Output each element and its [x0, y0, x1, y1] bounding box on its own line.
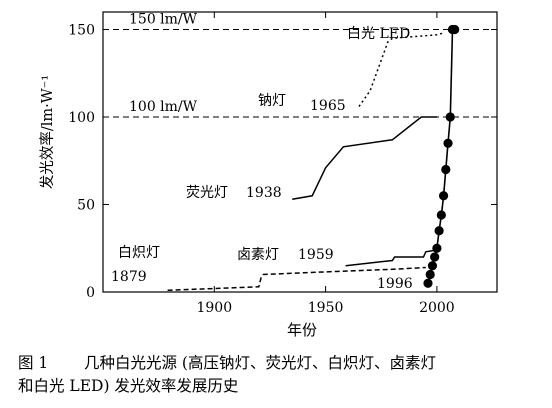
halogen-label: 卤素灯 — [237, 247, 279, 263]
led-data-point — [423, 278, 433, 288]
caption-text-1: 几种白光光源 (高压钠灯、荧光灯、白炽灯、卤素灯 — [84, 354, 436, 372]
y-tick-label: 100 — [68, 110, 95, 126]
caption-text-2: 和白光 LED) 发光效率发展历史 — [18, 377, 239, 395]
efficiency-chart: 150 lm/W 100 lm/W 1900 1950 2000 0 50 100 150 白… — [39, 11, 498, 339]
x-tick-label: 2000 — [419, 300, 455, 316]
incandescent-label: 白炽灯 — [118, 245, 160, 261]
y-tick-label: 0 — [86, 285, 95, 301]
led-data-point — [432, 243, 442, 253]
led-data-point — [436, 210, 446, 220]
led-data-point — [441, 164, 451, 175]
figure-number: 图 1 — [18, 354, 49, 372]
plot-border — [102, 11, 498, 293]
series-line-3 — [358, 32, 444, 107]
plot-frame — [102, 11, 498, 293]
led-data-point — [425, 269, 435, 280]
led-data-point — [430, 252, 440, 262]
incandescent-year-label: 1879 — [111, 269, 147, 285]
led-data-point — [450, 24, 460, 35]
figure-caption-line-2: 和白光 LED) 发光效率发展历史 — [18, 375, 238, 397]
led-data-point — [438, 191, 449, 201]
x-tick-label: 1950 — [308, 300, 344, 316]
y-axis-label: 发光效率/lm·W⁻¹ — [39, 75, 56, 189]
reference-line-label: 100 lm/W — [129, 99, 198, 115]
led-year-label: 1996 — [377, 276, 413, 292]
sodium-label: 钠灯 — [258, 93, 286, 109]
x-tick-label: 1900 — [196, 300, 232, 316]
series-labels: 白炽灯 1879 卤素灯 1959 荧光灯 1938 钠灯 1965 白光 LED 1996 — [111, 26, 413, 292]
fluorescent-year-label: 1938 — [246, 185, 282, 201]
led-data-point — [434, 226, 444, 236]
y-tick-label: 50 — [77, 198, 95, 214]
series-line-2 — [292, 116, 437, 201]
series-line-0 — [167, 266, 426, 292]
led-data-point — [427, 261, 438, 271]
axis-ticks: 1900 1950 2000 0 50 100 150 — [68, 12, 497, 316]
led-data-point — [445, 112, 455, 122]
reference-line-label: 150 lm/W — [129, 12, 198, 28]
led-data-point — [443, 138, 453, 148]
x-axis-label: 年份 — [287, 321, 317, 339]
reference-lines: 150 lm/W 100 lm/W — [103, 12, 497, 118]
series-layer — [167, 24, 460, 292]
series-line-1 — [345, 249, 438, 267]
figure-caption-line-1: 图 1 几种白光光源 (高压钠灯、荧光灯、白炽灯、卤素灯 — [18, 352, 436, 374]
series-line-led — [427, 28, 455, 284]
fluorescent-label: 荧光灯 — [186, 184, 228, 201]
y-tick-label: 150 — [68, 23, 95, 39]
led-label: 白光 LED — [347, 26, 410, 42]
halogen-year-label: 1959 — [298, 247, 334, 263]
sodium-year-label: 1965 — [310, 98, 346, 114]
